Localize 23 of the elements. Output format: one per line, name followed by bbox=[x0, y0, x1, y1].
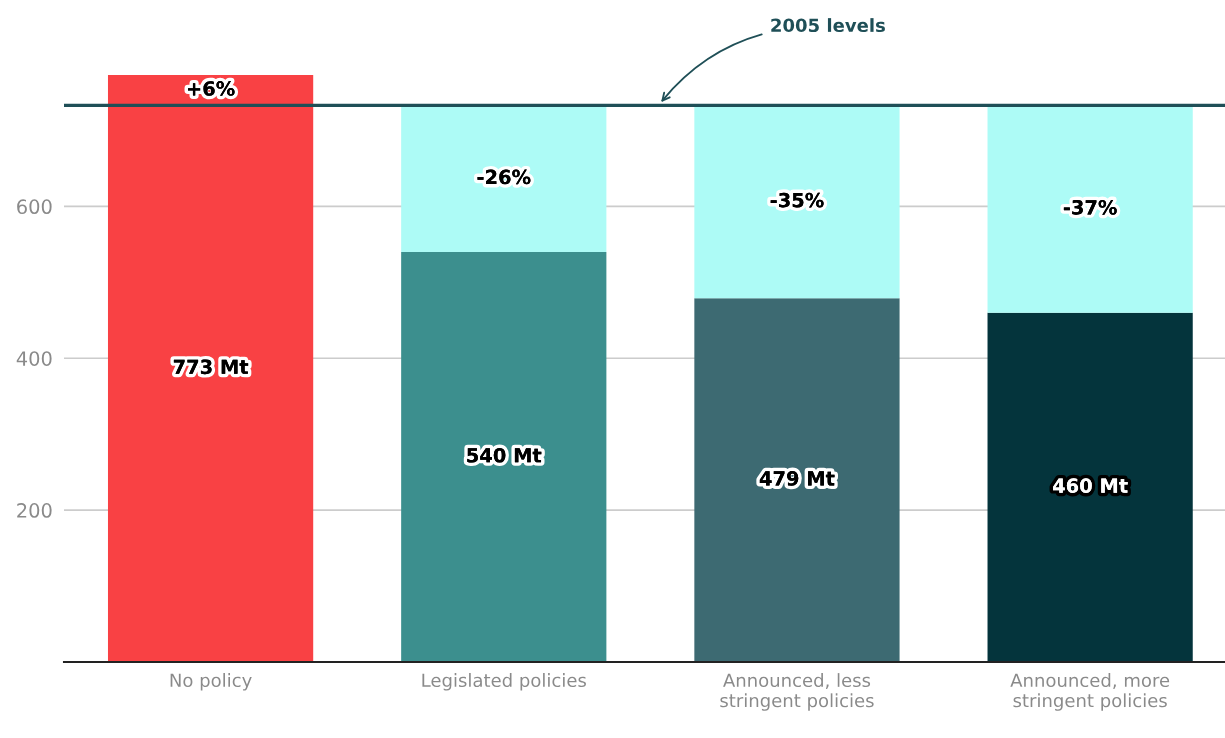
x-tick-label: Announced, less stringent policies bbox=[720, 673, 874, 711]
bar bbox=[694, 298, 900, 662]
ref-line-label: 2005 levels bbox=[771, 18, 885, 33]
bar bbox=[987, 312, 1193, 662]
y-tick-label: 600 bbox=[17, 199, 52, 215]
annotation: -26% bbox=[477, 169, 531, 185]
annotation: -37% bbox=[1063, 199, 1117, 215]
bar bbox=[401, 251, 607, 662]
annotation: -35% bbox=[770, 192, 824, 208]
data-label: 540 Mt bbox=[467, 447, 542, 463]
bar bbox=[107, 75, 314, 662]
bar bbox=[401, 105, 607, 252]
data-label: 479 Mt bbox=[759, 471, 835, 486]
data-label: 460 Mt bbox=[1053, 478, 1128, 493]
annotation: +6% bbox=[188, 81, 235, 96]
y-tick-label: 200 bbox=[17, 503, 52, 518]
data-label: 773 Mt bbox=[173, 359, 249, 375]
bar bbox=[694, 105, 900, 299]
y-tick-label: 400 bbox=[16, 351, 52, 366]
bar bbox=[987, 105, 1193, 313]
x-tick-label: Announced, more stringent policies bbox=[1010, 673, 1170, 711]
x-tick-label: No policy bbox=[170, 673, 252, 691]
x-tick-label: Legislated policies bbox=[422, 673, 586, 691]
